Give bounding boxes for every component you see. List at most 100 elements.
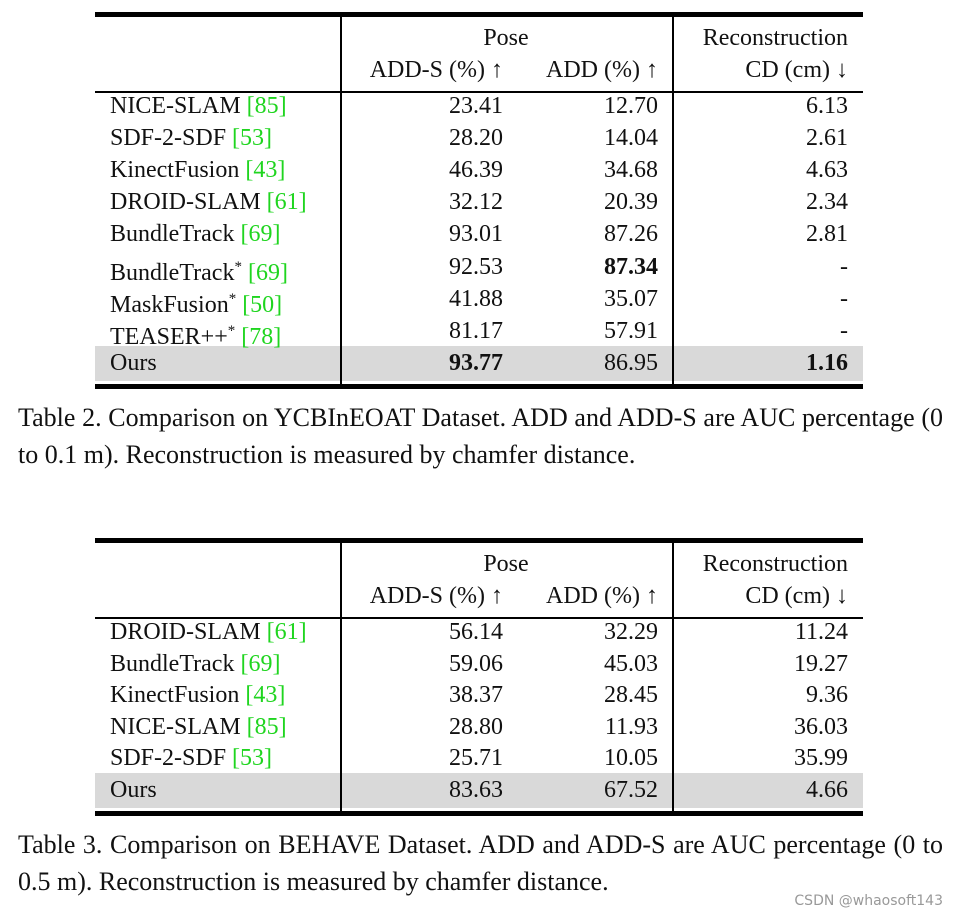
citation: [61]	[266, 189, 307, 216]
method-cell: TEASER++* [78]	[110, 316, 281, 352]
citation: [69]	[240, 650, 281, 677]
value-cell: 34.68	[604, 157, 658, 184]
value-cell: 67.52	[604, 777, 658, 803]
value-cell: 32.29	[604, 619, 658, 645]
citation: [53]	[232, 125, 273, 152]
method-name: BundleTrack	[110, 259, 235, 286]
value-cell: 57.91	[604, 317, 658, 344]
method-name: SDF-2-SDF	[110, 125, 227, 152]
citation: [61]	[266, 619, 307, 645]
value-cell: 23.41	[449, 93, 503, 119]
method-cell: NICE-SLAM [85]	[110, 91, 287, 121]
value-cell: 45.03	[604, 650, 658, 677]
citation: [50]	[242, 291, 283, 318]
watermark: CSDN @whaosoft143	[794, 893, 943, 909]
column-rule	[672, 538, 674, 811]
column-header: ADD-S (%) ↑	[369, 57, 503, 83]
value-cell: 6.13	[806, 93, 848, 119]
top-rule	[95, 12, 863, 17]
method-name: Ours	[110, 777, 157, 803]
value-cell: 2.81	[806, 221, 848, 248]
method-name: DROID-SLAM	[110, 189, 261, 216]
method-name: BundleTrack	[110, 650, 235, 677]
top-rule	[95, 538, 863, 543]
value-cell: 4.63	[806, 157, 848, 184]
method-name: KinectFusion	[110, 682, 240, 709]
value-cell: 9.36	[806, 682, 848, 709]
value-cell: 86.95	[604, 349, 658, 376]
column-header: CD (cm) ↓	[745, 583, 848, 609]
method-name: SDF-2-SDF	[110, 745, 227, 772]
value-cell: -	[840, 317, 848, 344]
column-rule	[340, 538, 342, 811]
method-cell: DROID-SLAM [61]	[110, 187, 307, 217]
method-name: TEASER++	[110, 323, 228, 350]
method-cell: SDF-2-SDF [53]	[110, 743, 272, 773]
column-header: ADD-S (%) ↑	[369, 583, 503, 609]
value-cell: -	[840, 285, 848, 312]
column-header: ADD (%) ↑	[546, 57, 658, 83]
value-cell: 41.88	[449, 285, 503, 312]
value-cell: 87.26	[604, 221, 658, 248]
column-rule	[672, 12, 674, 384]
column-header: ADD (%) ↑	[546, 583, 658, 609]
caption: Table 2. Comparison on YCBInEOAT Dataset…	[18, 402, 943, 469]
method-cell: BundleTrack* [69]	[110, 252, 288, 288]
method-name: MaskFusion	[110, 291, 229, 318]
method-name: Ours	[110, 349, 157, 376]
value-cell: 36.03	[794, 713, 848, 740]
citation: [43]	[245, 682, 286, 709]
value-cell: 4.66	[806, 777, 848, 803]
value-cell: 1.16	[806, 349, 848, 376]
method-cell: Ours	[110, 775, 157, 805]
method-mark: *	[228, 290, 237, 307]
value-cell: 20.39	[604, 189, 658, 216]
bottom-rule	[95, 383, 863, 389]
method-mark: *	[227, 322, 236, 339]
method-cell: BundleTrack [69]	[110, 649, 280, 679]
value-cell: 28.45	[604, 682, 658, 709]
bottom-rule	[95, 811, 863, 816]
column-rule	[340, 12, 342, 384]
caption: Table 3. Comparison on BEHAVE Dataset. A…	[18, 830, 943, 896]
group-header: Reconstruction	[702, 551, 848, 577]
value-cell: 93.77	[449, 349, 503, 376]
value-cell: 35.99	[794, 745, 848, 772]
citation: [78]	[241, 323, 282, 350]
value-cell: -	[840, 253, 848, 280]
value-cell: 19.27	[794, 650, 848, 677]
value-cell: 28.20	[449, 125, 503, 152]
group-header: Reconstruction	[702, 25, 848, 51]
value-cell: 2.61	[806, 125, 848, 152]
method-name: KinectFusion	[110, 157, 240, 184]
citation: [85]	[246, 713, 287, 740]
value-cell: 93.01	[449, 221, 503, 248]
method-cell: MaskFusion* [50]	[110, 284, 282, 320]
method-name: DROID-SLAM	[110, 619, 261, 645]
method-cell: SDF-2-SDF [53]	[110, 123, 272, 153]
method-mark: *	[234, 258, 242, 275]
value-cell: 32.12	[449, 189, 503, 216]
value-cell: 38.37	[449, 682, 503, 709]
citation: [85]	[246, 93, 287, 119]
method-name: BundleTrack	[110, 221, 235, 248]
value-cell: 12.70	[604, 93, 658, 119]
group-header: Pose	[483, 551, 529, 577]
method-cell: Ours	[110, 348, 157, 378]
value-cell: 81.17	[449, 317, 503, 344]
citation: [53]	[232, 745, 273, 772]
method-cell: DROID-SLAM [61]	[110, 617, 307, 647]
value-cell: 59.06	[449, 650, 503, 677]
value-cell: 11.93	[604, 713, 658, 740]
header-rule	[95, 91, 863, 93]
value-cell: 10.05	[604, 745, 658, 772]
citation: [69]	[240, 221, 281, 248]
method-cell: KinectFusion [43]	[110, 155, 285, 185]
value-cell: 92.53	[449, 253, 503, 280]
value-cell: 25.71	[449, 745, 503, 772]
value-cell: 56.14	[449, 619, 503, 645]
method-cell: NICE-SLAM [85]	[110, 712, 287, 742]
value-cell: 2.34	[806, 189, 848, 216]
method-name: NICE-SLAM	[110, 93, 241, 119]
